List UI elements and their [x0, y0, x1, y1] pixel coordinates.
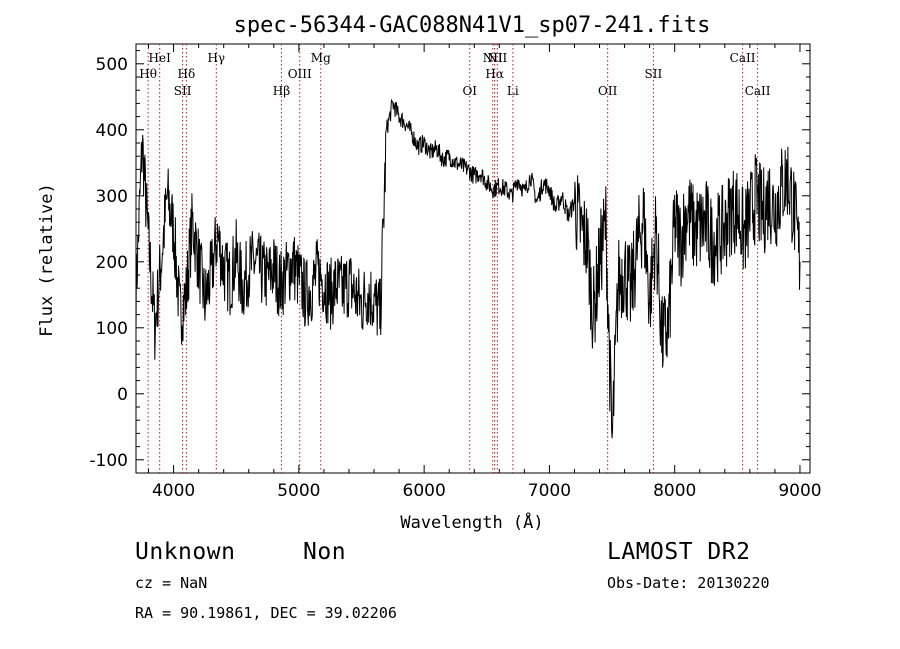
- spectral-line-label: OIII: [288, 67, 312, 81]
- y-tick-label: 0: [117, 385, 128, 405]
- spectrum-chart: Hθ HeI SII Hδ Hγ Hβ OIII Mg OI NII Hα NII Li OII SII Ca…: [37, 13, 822, 533]
- spectral-line-label: CaII: [745, 84, 771, 98]
- x-tick-label: 9000: [778, 481, 821, 501]
- object-class: Unknown: [135, 539, 236, 565]
- spectral-line-label: OI: [462, 84, 477, 98]
- object-subclass: Non: [303, 539, 347, 565]
- y-tick-label: -100: [89, 451, 128, 471]
- spectral-line-label: Hδ: [178, 67, 196, 81]
- y-tick-label: 200: [96, 253, 128, 273]
- x-tick-label: 4000: [152, 481, 195, 501]
- spectral-line-label: NII: [483, 51, 503, 65]
- x-tick-label: 8000: [653, 481, 696, 501]
- spectral-line-label: Hβ: [273, 84, 290, 98]
- survey-name: LAMOST DR2: [607, 539, 751, 565]
- spectral-line-label: Hγ: [207, 51, 225, 65]
- y-tick-label: 300: [96, 187, 128, 207]
- y-tick-label: 400: [96, 121, 128, 141]
- spectral-line-label: NII: [487, 51, 507, 65]
- spectral-line-label: Hθ: [139, 67, 157, 81]
- coordinates: RA = 90.19861, DEC = 39.02206: [135, 604, 397, 622]
- x-axis-label: Wavelength (Å): [400, 511, 543, 533]
- spectral-line-label: HeI: [149, 51, 172, 65]
- observation-date: Obs-Date: 20130220: [607, 574, 770, 592]
- spectral-line-label: OII: [598, 84, 618, 98]
- spectral-line-label: SII: [174, 84, 192, 98]
- chart-title: spec-56344-GAC088N41V1_sp07-241.fits: [234, 13, 711, 38]
- y-tick-label: 100: [96, 319, 128, 339]
- x-tick-label: 7000: [528, 481, 571, 501]
- spectral-line-label: Li: [507, 84, 519, 98]
- y-axis-label: Flux (relative): [37, 183, 57, 337]
- x-tick-label: 5000: [277, 481, 320, 501]
- axis-ticks: 4000 5000 6000 7000 8000 9000 -100 0 100 200 300 40…: [89, 44, 822, 501]
- spectral-line-label: Mg: [311, 51, 331, 65]
- spectral-line-label: Hα: [485, 67, 504, 81]
- spectrum-line: [135, 98, 801, 439]
- spectral-line-label: SII: [645, 67, 663, 81]
- spectral-line-markers: Hθ HeI SII Hδ Hγ Hβ OIII Mg OI NII Hα NII Li OII SII Ca…: [139, 44, 771, 473]
- y-tick-label: 500: [96, 55, 128, 75]
- redshift-cz: cz = NaN: [135, 574, 208, 592]
- spectral-line-label: CaII: [730, 51, 756, 65]
- x-tick-label: 6000: [403, 481, 446, 501]
